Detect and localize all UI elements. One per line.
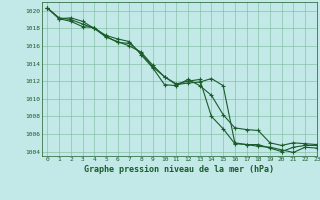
X-axis label: Graphe pression niveau de la mer (hPa): Graphe pression niveau de la mer (hPa) <box>84 165 274 174</box>
